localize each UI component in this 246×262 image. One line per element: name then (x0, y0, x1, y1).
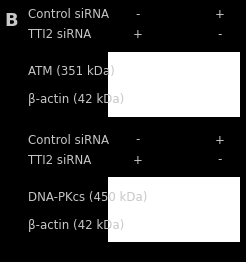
Text: TTI2 siRNA: TTI2 siRNA (28, 29, 91, 41)
Text: -: - (136, 134, 140, 146)
Text: -: - (218, 154, 222, 166)
Text: ATM (351 kDa): ATM (351 kDa) (28, 66, 115, 79)
Bar (108, 177, 240, 242)
Text: +: + (133, 29, 143, 41)
Text: +: + (215, 134, 225, 146)
Text: β-actin (42 kDa): β-actin (42 kDa) (28, 219, 124, 232)
Text: Control siRNA: Control siRNA (28, 134, 109, 146)
Text: -: - (136, 8, 140, 21)
Text: +: + (215, 8, 225, 21)
Text: β-actin (42 kDa): β-actin (42 kDa) (28, 94, 124, 106)
Text: TTI2 siRNA: TTI2 siRNA (28, 154, 91, 166)
Text: Control siRNA: Control siRNA (28, 8, 109, 21)
Bar (108, 52, 240, 117)
Text: B: B (4, 12, 18, 30)
Text: +: + (133, 154, 143, 166)
Text: -: - (218, 29, 222, 41)
Text: DNA-PKcs (450 kDa): DNA-PKcs (450 kDa) (28, 190, 147, 204)
